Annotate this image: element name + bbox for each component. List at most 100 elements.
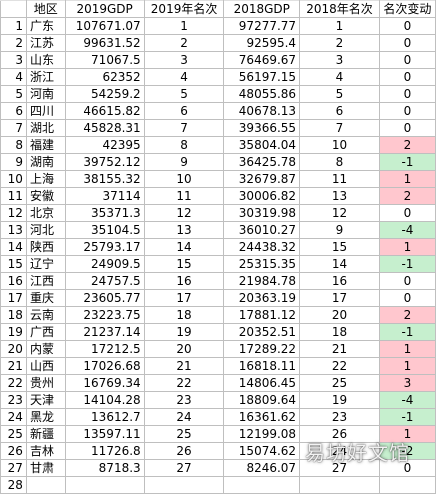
cell-index[interactable]: 24 [0, 408, 27, 426]
cell-rank-2019[interactable]: 24 [143, 408, 225, 426]
cell-rank-2018[interactable]: 18 [299, 323, 380, 341]
cell-rank-change[interactable]: -1 [378, 255, 436, 273]
cell-gdp-2019[interactable]: 37114 [64, 187, 145, 205]
cell-region[interactable]: 广东 [25, 17, 66, 35]
cell-region[interactable]: 贵州 [25, 374, 66, 392]
cell-gdp-2018[interactable] [223, 476, 301, 494]
cell-gdp-2019[interactable]: 71067.5 [64, 51, 145, 69]
cell-region[interactable]: 湖北 [25, 119, 66, 137]
cell-rank-2019[interactable]: 10 [143, 170, 225, 188]
cell-gdp-2018[interactable]: 30319.98 [223, 204, 301, 222]
cell-gdp-2019[interactable]: 35104.5 [64, 221, 145, 239]
cell-rank-2019[interactable]: 8 [143, 136, 225, 154]
cell-rank-2019[interactable]: 15 [143, 255, 225, 273]
cell-gdp-2019[interactable]: 38155.32 [64, 170, 145, 188]
cell-gdp-2018[interactable]: 25315.35 [223, 255, 301, 273]
cell-gdp-2018[interactable]: 20363.19 [223, 289, 301, 307]
cell-region[interactable]: 辽宁 [25, 255, 66, 273]
cell-region[interactable]: 广西 [25, 323, 66, 341]
header-cell-gdp-2019[interactable]: 2019GDP [64, 0, 145, 18]
cell-region[interactable]: 四川 [25, 102, 66, 120]
cell-rank-2019[interactable]: 11 [143, 187, 225, 205]
header-cell-rank-2019[interactable]: 2019年名次 [143, 0, 225, 18]
cell-rank-change[interactable]: 0 [378, 289, 436, 307]
cell-rank-2019[interactable]: 3 [143, 51, 225, 69]
cell-rank-2018[interactable]: 8 [299, 153, 380, 171]
cell-gdp-2019[interactable]: 45828.31 [64, 119, 145, 137]
cell-index[interactable]: 1 [0, 17, 27, 35]
cell-region[interactable]: 云南 [25, 306, 66, 324]
cell-rank-2019[interactable]: 20 [143, 340, 225, 358]
cell-rank-2018[interactable]: 14 [299, 255, 380, 273]
cell-region[interactable]: 浙江 [25, 68, 66, 86]
cell-gdp-2019[interactable]: 8718.3 [64, 459, 145, 477]
cell-rank-change[interactable]: 0 [378, 119, 436, 137]
cell-index[interactable]: 11 [0, 187, 27, 205]
cell-region[interactable]: 甘肃 [25, 459, 66, 477]
cell-gdp-2018[interactable]: 12199.08 [223, 425, 301, 443]
cell-gdp-2018[interactable]: 36425.78 [223, 153, 301, 171]
cell-rank-change[interactable]: 1 [378, 170, 436, 188]
header-cell-gdp-2018[interactable]: 2018GDP [223, 0, 301, 18]
cell-index[interactable]: 28 [0, 476, 27, 494]
cell-rank-2019[interactable]: 17 [143, 289, 225, 307]
cell-rank-2019[interactable]: 25 [143, 425, 225, 443]
cell-rank-change[interactable]: -4 [378, 221, 436, 239]
cell-region[interactable]: 河南 [25, 85, 66, 103]
header-cell-region[interactable]: 地区 [25, 0, 66, 18]
header-cell-rank-2018[interactable]: 2018年名次 [299, 0, 380, 18]
cell-gdp-2019[interactable]: 35371.3 [64, 204, 145, 222]
cell-rank-2018[interactable]: 12 [299, 204, 380, 222]
cell-rank-2018[interactable] [299, 476, 380, 494]
cell-rank-2019[interactable]: 6 [143, 102, 225, 120]
cell-rank-2019[interactable]: 13 [143, 221, 225, 239]
cell-rank-2018[interactable]: 11 [299, 170, 380, 188]
cell-index[interactable]: 5 [0, 85, 27, 103]
cell-rank-change[interactable]: 2 [378, 306, 436, 324]
cell-region[interactable] [25, 476, 66, 494]
cell-rank-change[interactable]: 2 [378, 136, 436, 154]
cell-gdp-2019[interactable]: 23223.75 [64, 306, 145, 324]
cell-index[interactable]: 18 [0, 306, 27, 324]
cell-rank-2019[interactable]: 18 [143, 306, 225, 324]
cell-index[interactable]: 27 [0, 459, 27, 477]
cell-region[interactable]: 安徽 [25, 187, 66, 205]
cell-rank-change[interactable]: 0 [378, 68, 436, 86]
cell-rank-change[interactable] [378, 476, 436, 494]
cell-index[interactable]: 19 [0, 323, 27, 341]
cell-rank-change[interactable]: -2 [378, 442, 436, 460]
cell-gdp-2019[interactable]: 23605.77 [64, 289, 145, 307]
cell-region[interactable]: 山西 [25, 357, 66, 375]
cell-rank-change[interactable]: 3 [378, 374, 436, 392]
cell-gdp-2018[interactable]: 16361.62 [223, 408, 301, 426]
cell-index[interactable]: 14 [0, 238, 27, 256]
cell-region[interactable]: 内蒙 [25, 340, 66, 358]
cell-rank-change[interactable]: 0 [378, 102, 436, 120]
cell-rank-change[interactable]: -1 [378, 323, 436, 341]
cell-gdp-2019[interactable]: 17026.68 [64, 357, 145, 375]
cell-rank-2018[interactable]: 10 [299, 136, 380, 154]
cell-region[interactable]: 天津 [25, 391, 66, 409]
cell-index[interactable]: 16 [0, 272, 27, 290]
cell-index[interactable]: 15 [0, 255, 27, 273]
cell-index[interactable]: 26 [0, 442, 27, 460]
cell-gdp-2018[interactable]: 16818.11 [223, 357, 301, 375]
cell-rank-2018[interactable]: 22 [299, 357, 380, 375]
cell-rank-2019[interactable] [143, 476, 225, 494]
cell-region[interactable]: 北京 [25, 204, 66, 222]
cell-rank-2018[interactable]: 7 [299, 119, 380, 137]
cell-rank-change[interactable]: 1 [378, 357, 436, 375]
cell-gdp-2019[interactable]: 99631.52 [64, 34, 145, 52]
cell-rank-2019[interactable]: 5 [143, 85, 225, 103]
cell-gdp-2019[interactable]: 54259.2 [64, 85, 145, 103]
cell-rank-2018[interactable]: 13 [299, 187, 380, 205]
cell-gdp-2018[interactable]: 48055.86 [223, 85, 301, 103]
cell-region[interactable]: 福建 [25, 136, 66, 154]
cell-rank-2018[interactable]: 5 [299, 85, 380, 103]
cell-region[interactable]: 重庆 [25, 289, 66, 307]
cell-gdp-2019[interactable]: 17212.5 [64, 340, 145, 358]
cell-rank-2018[interactable]: 19 [299, 391, 380, 409]
cell-gdp-2018[interactable]: 56197.15 [223, 68, 301, 86]
cell-rank-2018[interactable]: 6 [299, 102, 380, 120]
cell-rank-2018[interactable]: 1 [299, 17, 380, 35]
